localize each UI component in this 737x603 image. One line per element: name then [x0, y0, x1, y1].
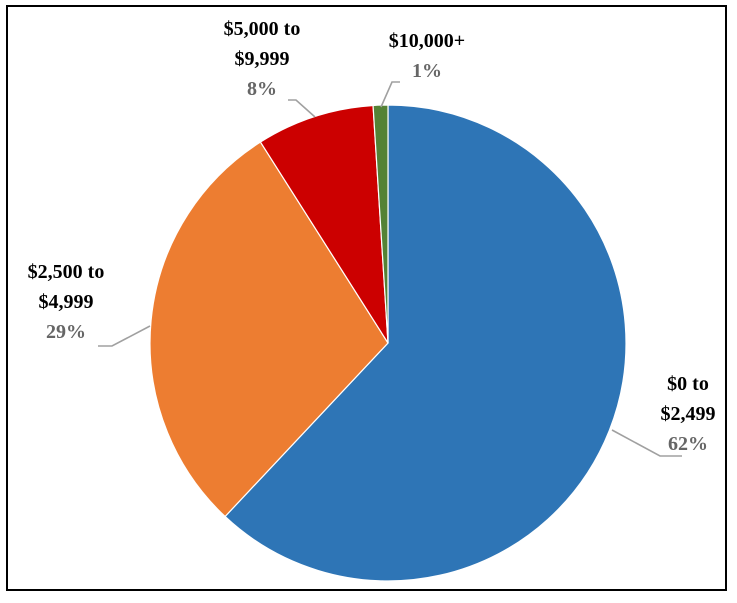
leader-line-4 [380, 81, 400, 108]
slice-percent-3: 8% [247, 78, 277, 100]
slice-label-1-line-1: $0 to [667, 373, 709, 395]
leader-line-1 [611, 429, 682, 457]
slice-percent-2: 29% [46, 321, 86, 343]
slice-label-4-line-1: $10,000+ [389, 30, 465, 52]
slice-label-1-line-2: $2,499 [661, 403, 716, 425]
slice-label-3-line-2: $9,999 [235, 48, 290, 70]
slice-label-3-line-1: $5,000 to [224, 18, 301, 40]
leader-line-2 [98, 325, 151, 347]
slice-percent-1: 62% [668, 433, 708, 455]
slice-label-2-line-1: $2,500 to [28, 261, 105, 283]
slice-percent-4: 1% [412, 60, 442, 82]
slice-label-2-line-2: $4,999 [39, 291, 94, 313]
pie-slice-1 [224, 104, 627, 582]
pie-slice-4 [372, 104, 389, 344]
pie-slice-2 [149, 141, 389, 518]
leader-line-3 [288, 99, 316, 118]
